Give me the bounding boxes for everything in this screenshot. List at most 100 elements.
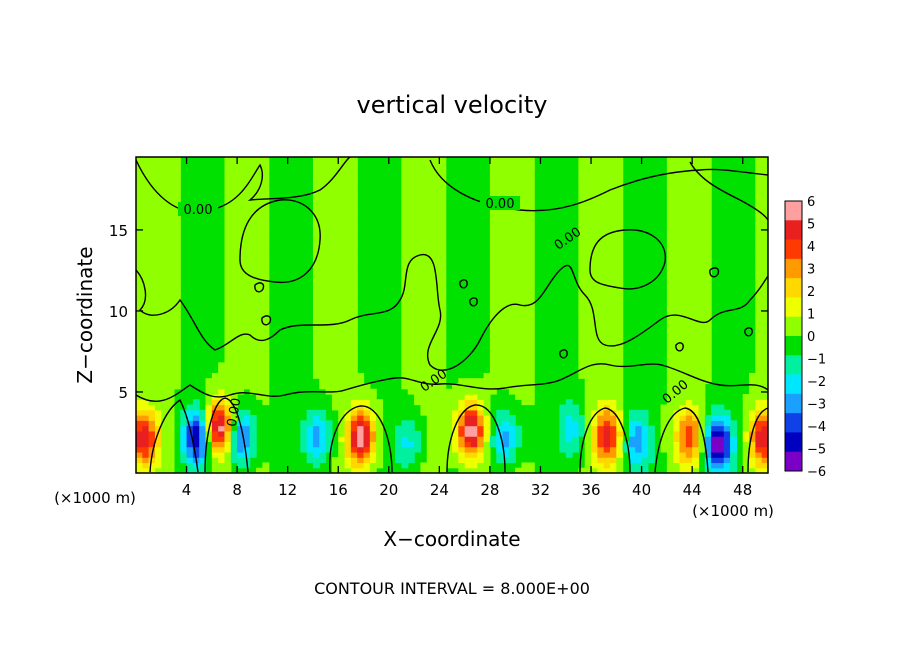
field-cell — [312, 415, 320, 421]
field-cell — [679, 251, 687, 258]
field-cell — [496, 246, 504, 253]
field-cell — [414, 351, 421, 358]
field-cell — [692, 214, 700, 221]
field-cell — [755, 404, 763, 411]
field-cell — [142, 209, 150, 216]
field-cell — [243, 309, 251, 316]
field-cell — [350, 157, 358, 163]
field-cell — [173, 357, 181, 363]
field-cell — [698, 214, 706, 221]
field-cell — [243, 230, 251, 237]
field-cell — [148, 288, 156, 295]
field-cell — [312, 457, 320, 464]
field-cell — [755, 299, 763, 306]
field-cell — [458, 378, 466, 385]
field-cell — [502, 257, 510, 263]
field-cell — [167, 372, 175, 379]
field-cell — [148, 220, 156, 227]
field-cell — [597, 351, 605, 358]
field-cell — [591, 236, 598, 242]
field-cell — [148, 236, 156, 242]
field-cell — [717, 415, 725, 421]
field-cell — [420, 399, 428, 406]
field-cell — [167, 330, 175, 337]
field-cell — [572, 446, 579, 453]
field-cell — [199, 451, 207, 458]
field-cell — [161, 336, 169, 342]
field-cell — [685, 172, 693, 179]
field-cell — [319, 299, 327, 306]
field-cell — [483, 409, 491, 416]
field-cell — [433, 351, 440, 358]
field-cell — [312, 178, 320, 184]
field-cell — [230, 457, 238, 464]
field-cell — [730, 425, 737, 432]
field-cell — [489, 330, 497, 337]
field-cell — [692, 351, 700, 358]
field-cell — [755, 383, 763, 390]
field-cell — [420, 199, 428, 205]
field-cell — [439, 315, 447, 321]
field-cell — [249, 351, 257, 358]
field-cell — [420, 330, 428, 337]
field-cell — [597, 304, 605, 311]
field-cell — [414, 178, 421, 184]
field-cell — [256, 214, 263, 221]
field-cell — [350, 162, 358, 169]
field-cell — [426, 199, 434, 205]
field-cell — [616, 372, 624, 379]
field-cell — [414, 383, 421, 390]
field-cell — [395, 425, 403, 432]
field-cell — [704, 309, 712, 316]
field-cell — [489, 383, 497, 390]
field-cell — [420, 209, 428, 216]
field-cell — [666, 441, 674, 448]
field-cell — [357, 441, 365, 448]
field-cell — [401, 304, 409, 311]
field-cell — [237, 436, 245, 442]
field-cell — [433, 394, 440, 400]
field-cell — [704, 346, 712, 353]
field-cell — [704, 241, 712, 248]
field-cell — [458, 409, 466, 416]
field-cell — [496, 230, 504, 237]
field-cell — [635, 420, 643, 427]
field-cell — [489, 178, 497, 184]
field-cell — [237, 320, 245, 327]
field-cell — [685, 420, 693, 427]
field-cell — [666, 446, 674, 453]
field-cell — [376, 404, 384, 411]
field-cell — [742, 467, 750, 473]
field-cell — [407, 188, 415, 195]
field-cell — [439, 209, 447, 216]
field-cell — [673, 441, 681, 448]
field-cell — [199, 446, 207, 453]
field-cell — [591, 372, 598, 379]
field-cell — [350, 462, 358, 469]
field-cell — [616, 320, 624, 327]
field-cell — [344, 399, 352, 406]
field-cell — [142, 346, 150, 353]
field-cell — [224, 436, 232, 442]
field-cell — [761, 299, 768, 306]
field-cell — [698, 315, 706, 321]
field-cell — [527, 399, 535, 406]
field-cell — [148, 315, 156, 321]
field-cell — [148, 167, 156, 174]
field-cell — [136, 383, 143, 390]
field-cell — [237, 415, 245, 421]
field-cell — [692, 209, 700, 216]
field-cell — [723, 420, 731, 427]
field-cell — [502, 430, 510, 437]
field-cell — [256, 330, 263, 337]
field-cell — [249, 315, 257, 321]
field-cell — [420, 409, 428, 416]
field-cell — [173, 188, 181, 195]
field-cell — [711, 409, 719, 416]
field-cell — [439, 225, 447, 232]
field-cell — [679, 404, 687, 411]
field-cell — [685, 415, 693, 421]
field-cell — [142, 178, 150, 184]
field-cell — [338, 293, 346, 300]
field-cell — [230, 178, 238, 184]
